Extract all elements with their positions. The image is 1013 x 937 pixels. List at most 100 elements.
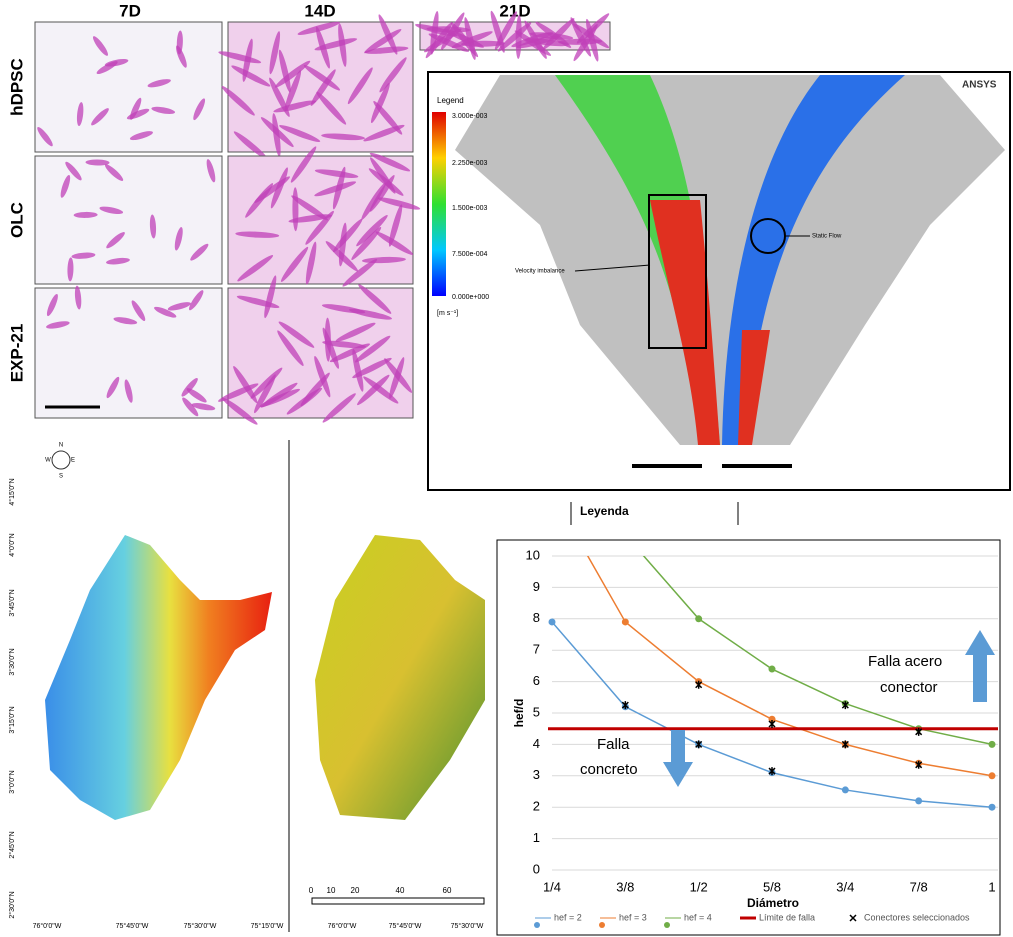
cell — [314, 355, 331, 398]
cell — [60, 174, 71, 198]
cell — [186, 388, 207, 403]
cell — [358, 284, 392, 314]
lat-label: 3°15'0"N — [8, 706, 16, 733]
cell — [65, 161, 82, 181]
colorbar-tick: 3.000e-003 — [452, 113, 488, 120]
cell — [260, 117, 294, 148]
cell — [151, 106, 176, 114]
cell — [364, 29, 402, 54]
cell — [191, 403, 216, 411]
column-header: 14D — [304, 1, 335, 20]
annotation: concreto — [580, 761, 638, 778]
cell — [364, 46, 409, 54]
cell — [515, 14, 522, 59]
cell — [373, 100, 403, 135]
legend-swatch — [599, 922, 605, 928]
cell — [113, 317, 138, 325]
lon-label: 76°0'0"W — [33, 922, 62, 930]
cell — [280, 246, 309, 282]
cell — [91, 108, 109, 126]
cell — [368, 168, 404, 196]
cell — [279, 125, 321, 142]
cell — [325, 241, 359, 272]
cell — [351, 227, 382, 260]
cell — [370, 82, 390, 124]
lon-label: 75°45'0"W — [389, 922, 422, 930]
cell — [278, 321, 315, 348]
cell — [314, 38, 358, 51]
cell — [154, 306, 177, 318]
cell — [104, 164, 124, 181]
cfd-brand: ANSYS — [962, 80, 997, 91]
cell — [335, 322, 376, 342]
series-point — [988, 803, 996, 811]
chart: Diámetro hef/d 0 1 2 3 4 5 6 7 8 9 10 1/4 3/8 1/2 5/8 3… — [496, 539, 1001, 936]
scale-label: 40 — [396, 886, 405, 895]
cell — [124, 379, 133, 403]
series-point — [841, 786, 849, 794]
cell — [321, 133, 366, 141]
cell — [464, 17, 476, 61]
cell — [297, 21, 340, 35]
cell — [494, 11, 518, 50]
micrograph — [34, 155, 223, 285]
cell — [131, 300, 146, 322]
cell — [76, 102, 84, 127]
cell — [356, 214, 388, 247]
cell — [37, 127, 53, 147]
cell — [277, 330, 304, 367]
cell — [542, 18, 575, 50]
cell — [46, 293, 58, 317]
scale-label: 60 — [443, 886, 452, 895]
cell — [322, 340, 366, 349]
series-point — [988, 740, 996, 748]
cell — [46, 321, 70, 329]
micrograph — [34, 21, 223, 153]
colorbar-tick: 7.500e-004 — [452, 251, 488, 258]
series-point — [695, 615, 703, 623]
cfd-hot — [650, 200, 720, 445]
cfd-box — [648, 194, 707, 349]
cell — [535, 21, 572, 48]
x-tick-label: 1/2 — [690, 879, 708, 894]
column-header: 7D — [119, 1, 141, 20]
chart-frame — [496, 539, 1001, 936]
y-tick-label: 9 — [533, 579, 540, 594]
cell — [181, 378, 198, 397]
cfd-leader — [574, 264, 651, 272]
annotation: Falla acero — [868, 653, 942, 670]
cell — [206, 159, 216, 183]
cell — [233, 131, 268, 160]
cell — [497, 22, 532, 52]
cell — [99, 206, 124, 215]
scale-label: 0 — [309, 886, 314, 895]
cell — [104, 59, 129, 67]
x-axis-label: Diámetro — [747, 896, 799, 910]
cell — [310, 69, 336, 106]
series-point — [768, 665, 776, 673]
cfd-flow-left — [555, 75, 720, 445]
compass-letter: E — [71, 458, 75, 464]
selected-marker — [695, 680, 703, 689]
cell — [189, 290, 204, 311]
cfd-unit: [m s⁻¹] — [437, 310, 458, 317]
cell — [264, 275, 277, 319]
map-elevation — [45, 535, 272, 820]
cell — [73, 211, 98, 218]
series-point — [768, 715, 776, 723]
cell — [106, 376, 120, 399]
compass-letter: N — [59, 443, 63, 449]
selected-marker — [841, 701, 849, 710]
cell — [369, 152, 411, 172]
y-tick-label: 7 — [533, 642, 540, 657]
cell — [352, 357, 392, 379]
legend-label: Conectores seleccionados — [864, 912, 970, 922]
cfd-annotation: Velocity imbalance — [515, 269, 565, 275]
cell — [352, 348, 364, 392]
annotation: conector — [880, 679, 938, 696]
cell — [278, 49, 291, 93]
cell — [363, 376, 399, 404]
cell — [106, 232, 125, 249]
cell — [85, 159, 110, 166]
